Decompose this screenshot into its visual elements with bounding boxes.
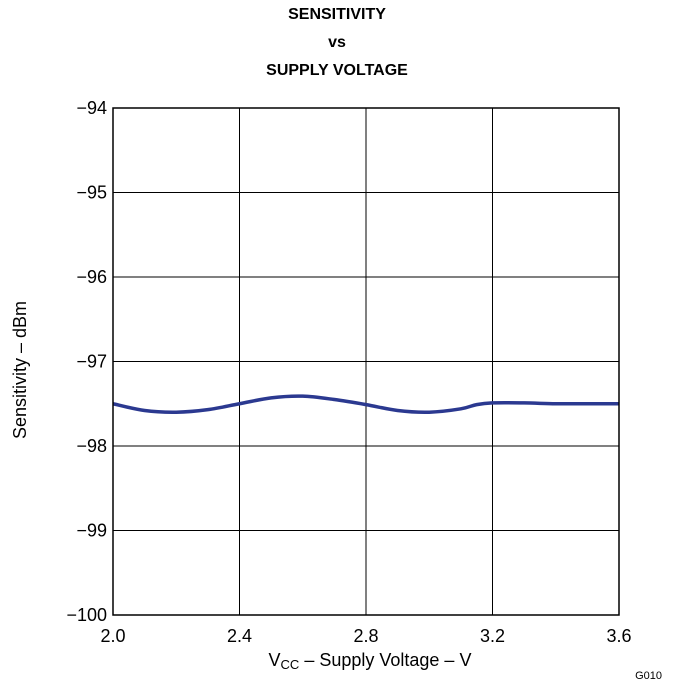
chart-title-line-3: SUPPLY VOLTAGE [266,62,408,79]
y-tick-labels: −94 −95 −96 −97 −98 −99 −100 [66,98,107,625]
y-axis-label: Sensitivity – dBm [10,300,30,440]
y-tick-label: −96 [76,267,107,287]
plot-frame [112,107,620,616]
x-tick-labels: 2.0 2.4 2.8 3.2 3.6 [100,626,631,646]
y-tick-label: −100 [66,605,107,625]
x-axis-label: VCC – Supply Voltage – V [0,650,674,672]
x-tick-label: 2.0 [100,626,125,646]
figure-id: G010 [635,670,662,682]
x-tick-label: 3.2 [480,626,505,646]
x-axis-label-main: V [268,650,281,670]
x-axis-label-subscript: CC [280,657,300,672]
x-tick-label: 2.4 [227,626,252,646]
y-tick-label: −98 [76,436,107,456]
grid-lines [112,107,620,616]
series-layer [112,394,619,415]
x-tick-label: 3.6 [606,626,631,646]
chart-title-line-1: SENSITIVITY [288,6,386,23]
chart-title-line-2: vs [328,34,346,51]
sensitivity-series-line [112,394,619,415]
x-tick-label: 2.8 [353,626,378,646]
y-tick-label: −95 [76,183,107,203]
y-tick-label: −94 [76,98,107,118]
x-axis-label-rest: – Supply Voltage – V [299,650,472,670]
y-tick-label: −97 [76,352,107,372]
y-tick-label: −99 [76,521,107,541]
